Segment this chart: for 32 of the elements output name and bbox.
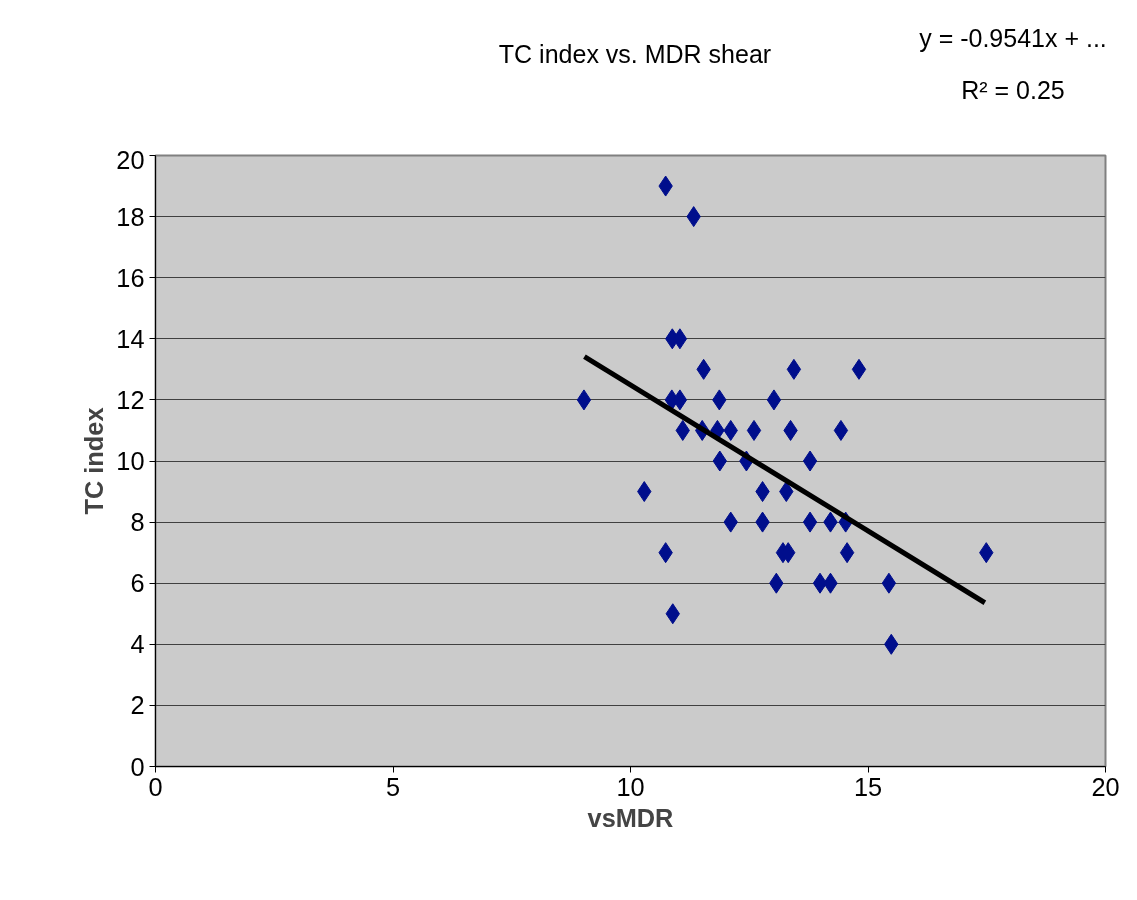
- y-tick-label: 20: [116, 145, 145, 174]
- point: [766, 389, 782, 411]
- point: [576, 389, 592, 411]
- chart-title: TC index vs. MDR shear: [498, 39, 772, 70]
- y-tick-label: 0: [130, 752, 145, 781]
- point: [839, 542, 855, 564]
- x-tick-label: 5: [385, 772, 401, 801]
- text: R² = 0.25: [961, 75, 1065, 106]
- x-tick-label: 0: [148, 772, 163, 801]
- y-tick-label: 8: [130, 508, 145, 537]
- point: [746, 419, 762, 441]
- point: [812, 572, 828, 594]
- y-tick-label: 2: [130, 691, 145, 720]
- point: [851, 358, 867, 380]
- y-tick-label: 14: [116, 324, 145, 353]
- point: [833, 419, 849, 441]
- y-tick-label: 18: [116, 202, 145, 231]
- x-axis-title: vsMDR: [587, 803, 674, 832]
- x-tick-label: 15: [853, 772, 883, 801]
- x-tick-label: 10: [616, 772, 645, 801]
- y-axis-title: TC index: [80, 407, 109, 515]
- y-tick-label: 16: [116, 263, 145, 292]
- y-tick-label: 10: [116, 447, 145, 475]
- text: y = -0.9541x + ...: [919, 23, 1107, 54]
- x-tick-label: 20: [1091, 772, 1120, 801]
- y-tick-label: 12: [116, 385, 145, 414]
- point: [802, 511, 818, 533]
- y-tick-label: 4: [130, 630, 145, 659]
- y-tick-label: 6: [130, 569, 145, 598]
- point: [786, 358, 802, 380]
- point: [802, 450, 818, 472]
- point: [881, 572, 897, 594]
